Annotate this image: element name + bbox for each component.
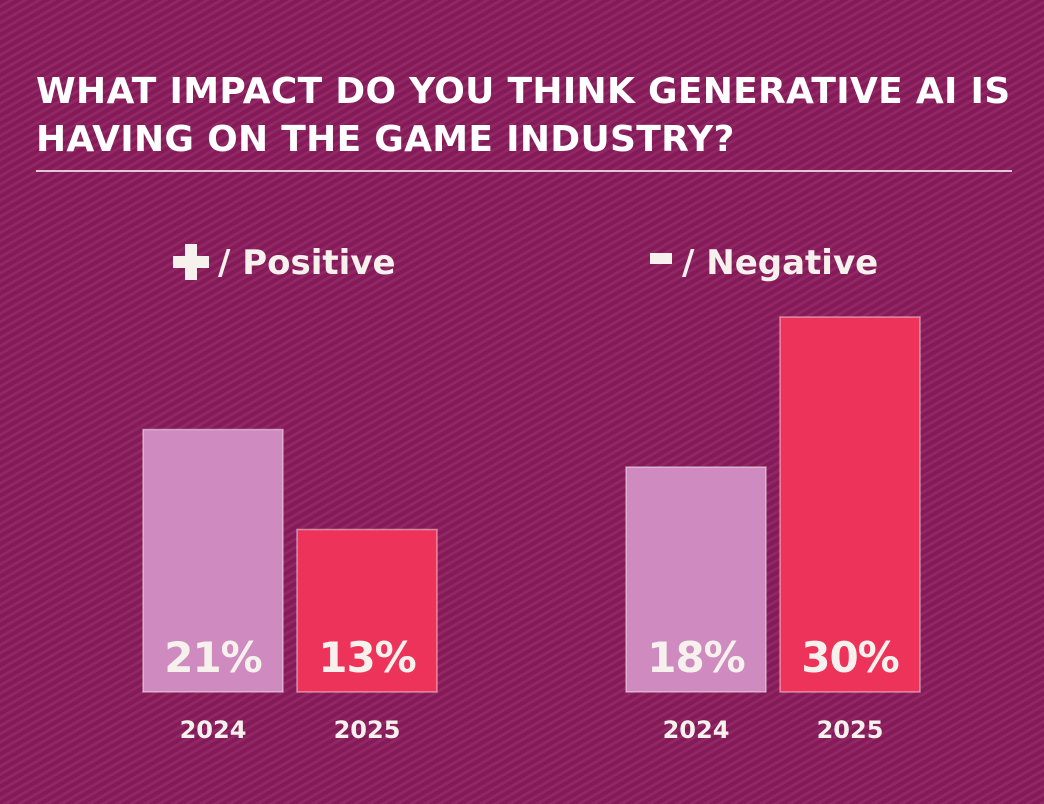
- plus-icon-bar-v: [185, 244, 197, 280]
- panel-title: / Negative: [682, 243, 878, 283]
- data-label: 30%: [801, 633, 899, 682]
- positive-panel: / Positive 21% 2024 13% 2025: [142, 243, 438, 744]
- bar-2025: [296, 528, 438, 693]
- bar-2024: [625, 466, 767, 693]
- panel-title: / Positive: [218, 243, 396, 283]
- x-tick-label: 2024: [180, 716, 247, 744]
- minus-icon-bar: [650, 253, 672, 264]
- data-label: 21%: [164, 633, 262, 682]
- x-tick-label: 2025: [817, 716, 884, 744]
- bar-2025: [779, 316, 921, 693]
- x-tick-label: 2025: [334, 716, 401, 744]
- bar-2024: [142, 428, 284, 693]
- plus-icon: [173, 244, 209, 280]
- data-label: 18%: [647, 633, 745, 682]
- x-tick-label: 2024: [663, 716, 730, 744]
- negative-panel: / Negative 18% 2024 30% 2025: [625, 243, 921, 744]
- page-title: WHAT IMPACT DO YOU THINK GENERATIVE AI I…: [36, 71, 1011, 160]
- data-label: 13%: [318, 633, 416, 682]
- title-divider: [36, 170, 1012, 172]
- minus-icon: [650, 253, 672, 264]
